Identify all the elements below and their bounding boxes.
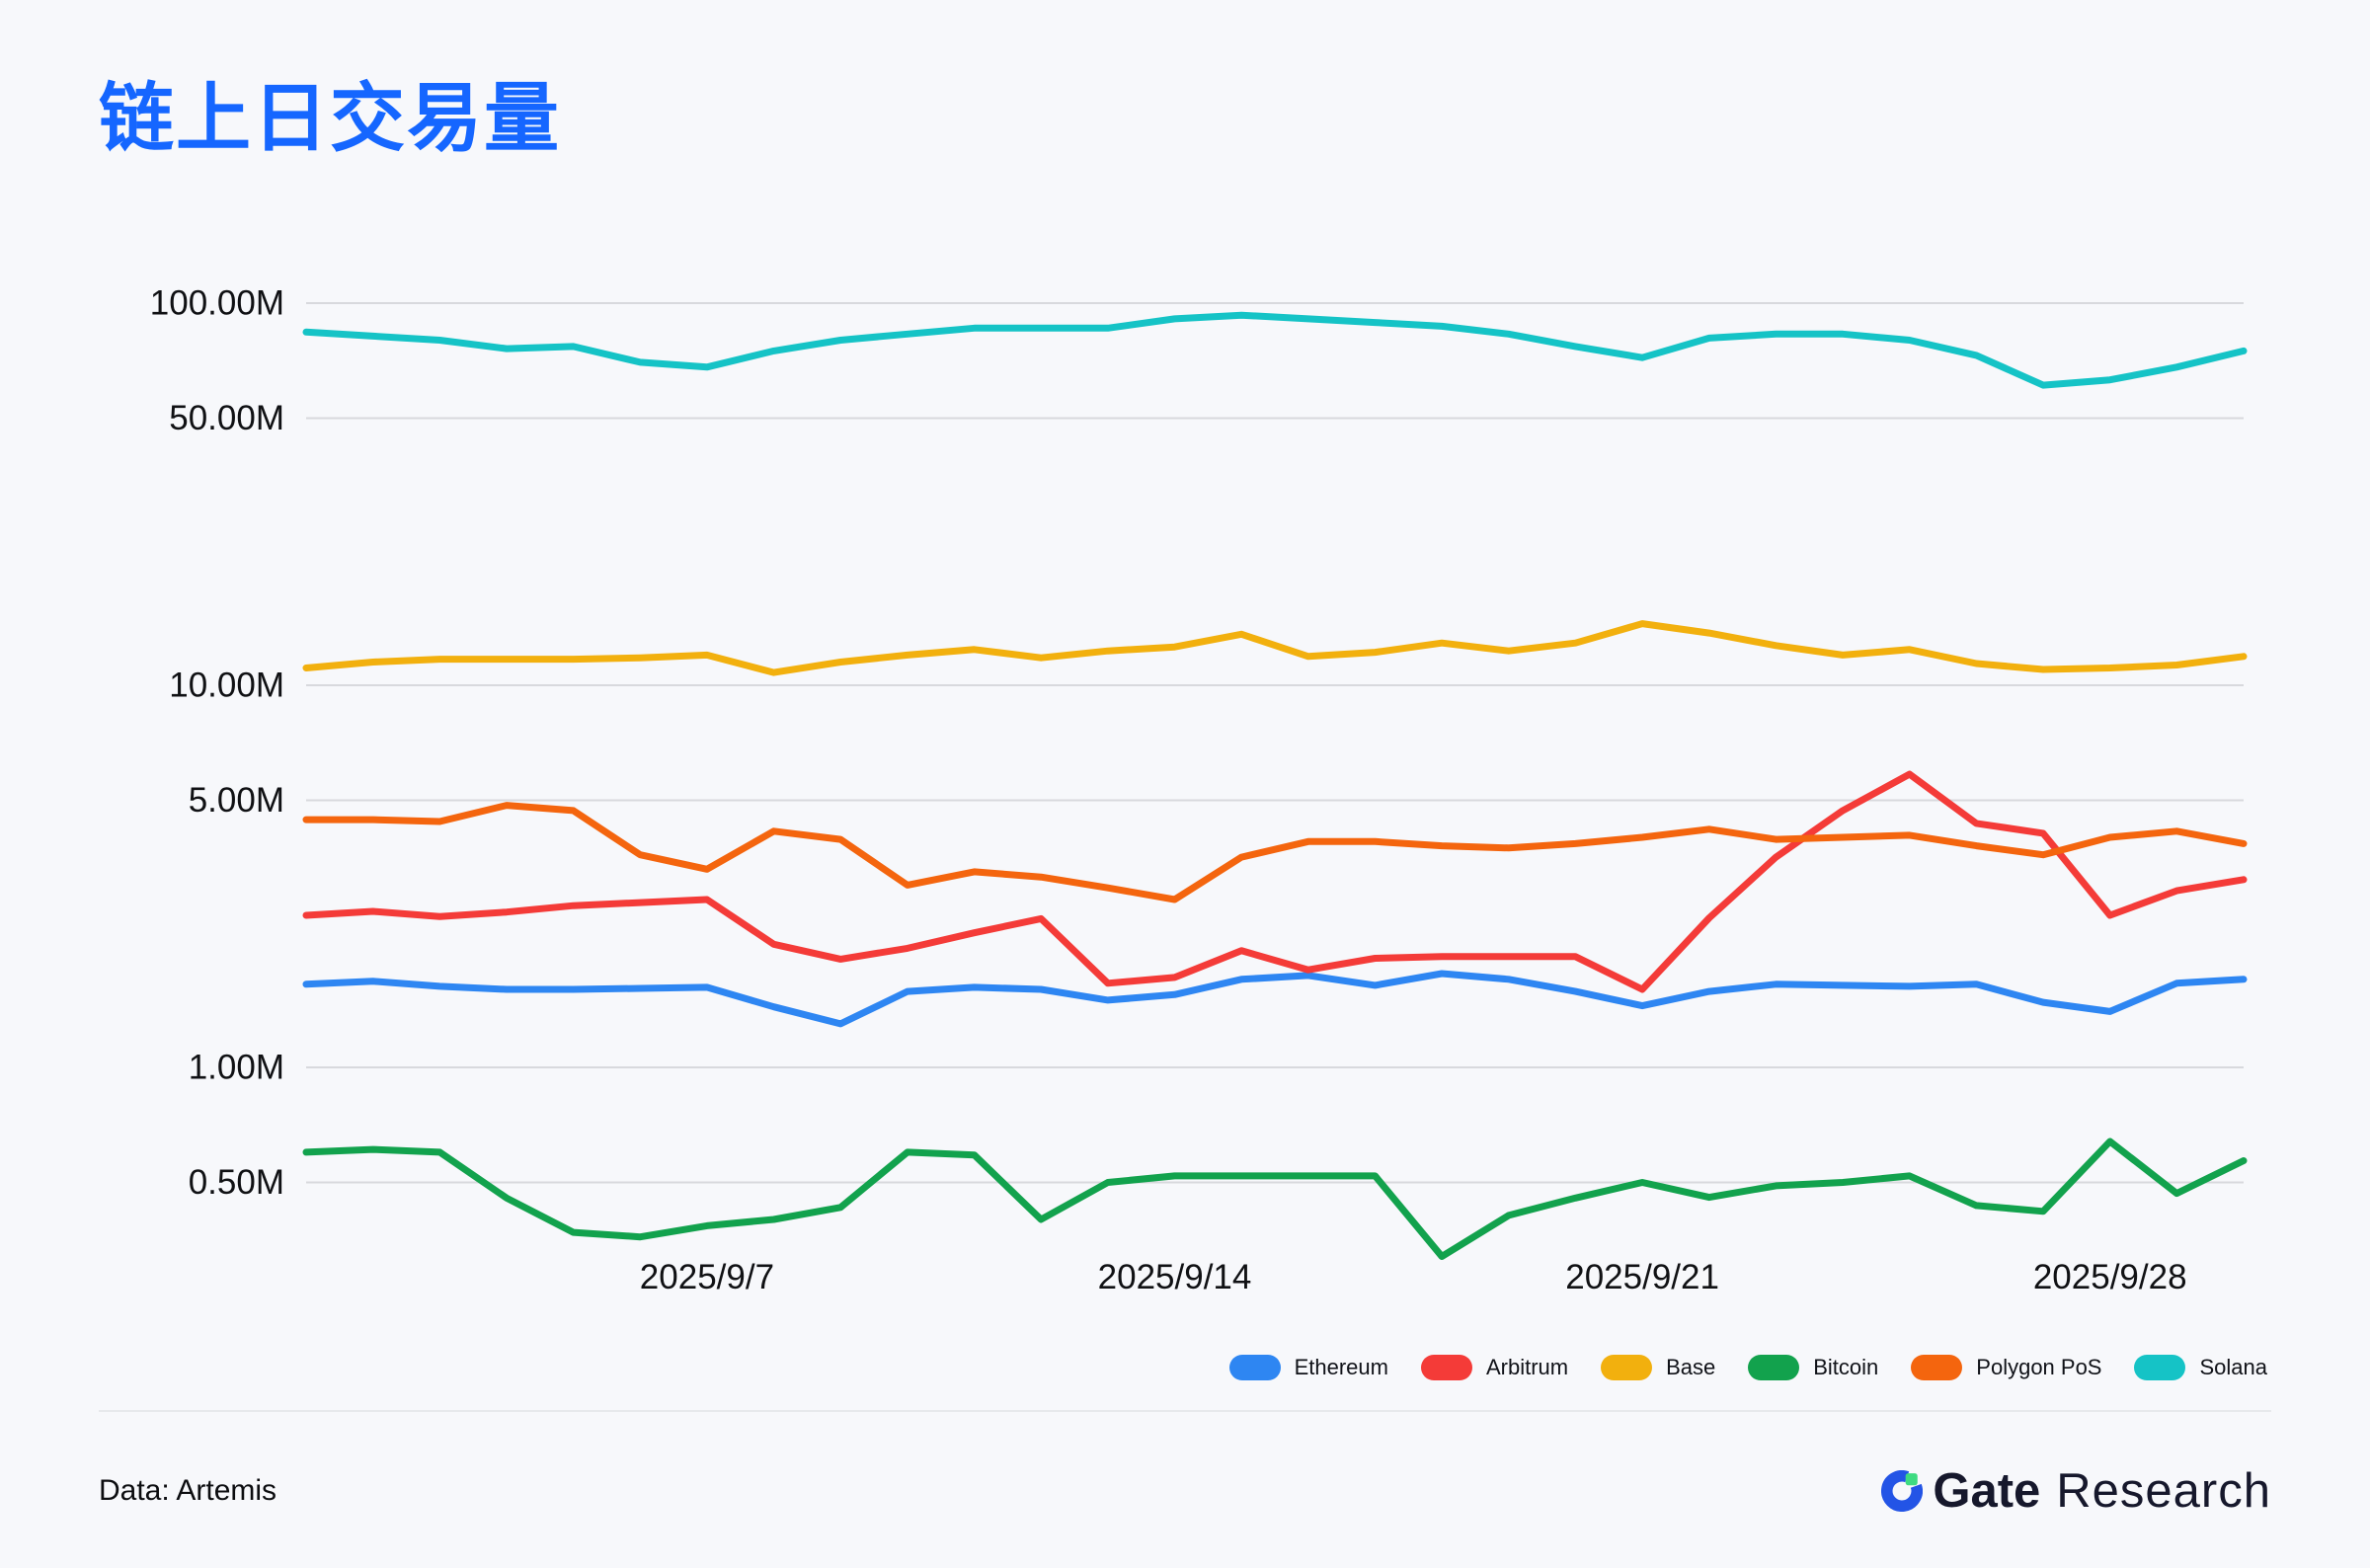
- gate-research-logo: Gate Research: [1881, 1463, 2271, 1519]
- x-axis-label: 2025/9/21: [1565, 1258, 1719, 1296]
- legend-swatch-base: [1601, 1355, 1653, 1380]
- page-title: 链上日交易量: [99, 77, 561, 161]
- legend-item-solana: Solana: [2134, 1355, 2267, 1380]
- x-axis-label: 2025/9/14: [1098, 1258, 1252, 1296]
- legend-swatch-polygon-pos: [1911, 1355, 1963, 1380]
- series-line-base: [302, 620, 2248, 676]
- footer-divider: [99, 1410, 2271, 1412]
- legend-item-bitcoin: Bitcoin: [1748, 1355, 1878, 1380]
- legend-item-base: Base: [1601, 1355, 1715, 1380]
- legend-label: Ethereum: [1294, 1355, 1388, 1379]
- legend-swatch-bitcoin: [1748, 1355, 1800, 1380]
- data-source-note: Data: Artemis: [99, 1474, 277, 1507]
- y-axis-label: 1.00M: [189, 1049, 284, 1087]
- y-axis-label: 10.00M: [169, 666, 284, 705]
- series-line-ethereum: [302, 970, 2248, 1028]
- gate-logo-accent-square: [1906, 1473, 1919, 1486]
- footer: Data: Artemis Gate Research: [99, 1451, 2271, 1530]
- series-line-solana: [302, 311, 2248, 389]
- brand-text-gate: Gate: [1933, 1464, 2041, 1518]
- x-axis-label: 2025/9/28: [2033, 1258, 2187, 1296]
- legend-label: Arbitrum: [1485, 1355, 1569, 1379]
- y-axis-label: 100.00M: [150, 284, 284, 323]
- series-lines: [302, 311, 2248, 1260]
- y-axis-label: 5.00M: [189, 781, 284, 820]
- series-line-polygon-pos: [302, 802, 2248, 903]
- legend-item-arbitrum: Arbitrum: [1420, 1355, 1569, 1380]
- brand-text-research: Research: [2056, 1464, 2271, 1518]
- gate-logo-icon: [1881, 1470, 1924, 1512]
- legend-label: Bitcoin: [1813, 1355, 1879, 1379]
- y-axis-label: 0.50M: [189, 1163, 284, 1202]
- series-line-arbitrum: [302, 770, 2248, 993]
- x-axis-label: 2025/9/7: [640, 1258, 774, 1296]
- legend-label: Polygon PoS: [1976, 1355, 2102, 1379]
- y-axis-labels: 100.00M 50.00M 10.00M 5.00M 1.00M 0.50M: [150, 284, 284, 1202]
- series-line-bitcoin: [302, 1137, 2248, 1260]
- legend-item-ethereum: Ethereum: [1228, 1355, 1388, 1380]
- x-axis-labels: 2025/9/7 2025/9/14 2025/9/21 2025/9/28: [640, 1258, 2187, 1296]
- y-gridlines: [306, 302, 2244, 1184]
- legend-swatch-solana: [2134, 1355, 2186, 1380]
- chart-legend: Ethereum Arbitrum Base Bitcoin Polygon PoS So…: [1228, 1355, 2267, 1380]
- y-axis-label: 50.00M: [169, 399, 284, 437]
- legend-swatch-ethereum: [1228, 1355, 1281, 1380]
- legend-label: Solana: [2199, 1355, 2267, 1379]
- legend-label: Base: [1666, 1355, 1716, 1379]
- legend-swatch-arbitrum: [1420, 1355, 1472, 1380]
- legend-item-polygon-pos: Polygon PoS: [1911, 1355, 2101, 1380]
